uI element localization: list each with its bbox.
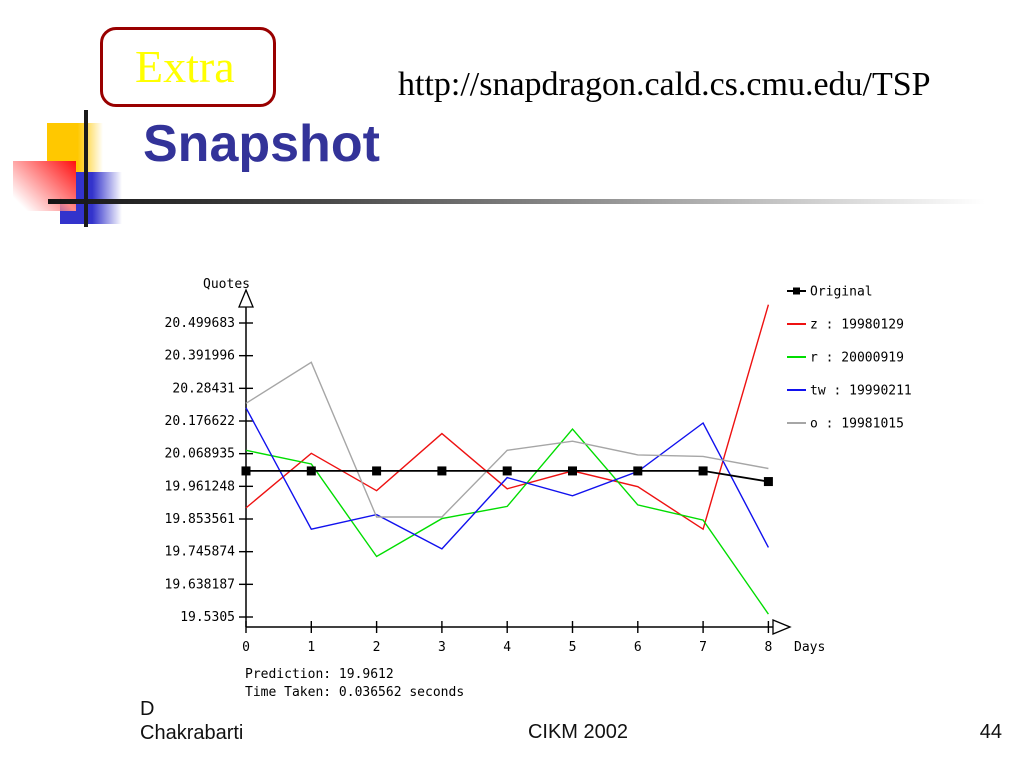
footer-conference: CIKM 2002 (527, 721, 629, 743)
y-axis-arrow (238, 288, 254, 308)
series-marker-original (306, 466, 316, 476)
series-line-r (245, 428, 769, 615)
legend-marker-original (793, 287, 800, 295)
legend-label-z: z : 19980129 (810, 318, 904, 333)
y-tick-label: 20.391996 (165, 349, 235, 364)
chart-annotation-1: Prediction: 19.9612 (245, 667, 394, 682)
x-tick-label: 7 (699, 640, 707, 655)
x-axis-title: Days (794, 640, 825, 655)
legend-label-o: o : 19981015 (810, 417, 904, 432)
series-marker-original (633, 466, 643, 476)
footer-author-line1: D (140, 698, 155, 720)
page-title: Snapshot (143, 115, 380, 173)
x-tick-label: 5 (569, 640, 577, 655)
y-tick-label: 20.176622 (165, 414, 235, 429)
series-marker-original (241, 466, 251, 476)
extra-badge-label: Extra (135, 41, 235, 92)
legend-label-tw: tw : 19990211 (810, 384, 912, 399)
x-tick-label: 1 (307, 640, 315, 655)
series-line-o (245, 361, 769, 518)
footer-author: D Chakrabarti (140, 697, 243, 745)
extra-badge: Extra (100, 27, 276, 107)
x-tick-label: 3 (438, 640, 446, 655)
series-marker-original (502, 466, 512, 476)
series-marker-original (698, 466, 708, 476)
y-tick-label: 19.853561 (165, 512, 235, 527)
footer-author-line2: Chakrabarti (140, 722, 244, 744)
x-axis-arrow (772, 619, 792, 635)
series-marker-original (372, 466, 382, 476)
footer-page-number: 44 (979, 721, 1002, 743)
series-line-tw (245, 407, 770, 550)
x-tick-label: 2 (373, 640, 381, 655)
y-tick-label: 20.499683 (165, 316, 235, 331)
series-marker-original (763, 477, 773, 487)
x-tick-label: 0 (242, 640, 250, 655)
y-tick-label: 19.5305 (180, 610, 235, 625)
snapshot-url: http://snapdragon.cald.cs.cmu.edu/TSP (398, 66, 931, 103)
y-tick-label: 19.745874 (165, 545, 236, 560)
series-line-z (245, 304, 770, 531)
x-tick-label: 4 (503, 640, 511, 655)
x-tick-label: 8 (764, 640, 772, 655)
chart-annotation-2: Time Taken: 0.036562 seconds (245, 685, 464, 700)
title-divider-line (48, 199, 985, 204)
y-tick-label: 20.068935 (165, 447, 235, 462)
series-marker-original (568, 466, 577, 476)
legend-label-r: r : 20000919 (810, 351, 904, 366)
series-marker-original (437, 466, 447, 476)
y-tick-label: 20.28431 (172, 381, 235, 396)
legend-label-original: Original (810, 285, 873, 300)
decor-vertical-line (84, 110, 88, 227)
y-axis-title: Quotes (203, 277, 250, 292)
y-tick-label: 19.961248 (165, 479, 235, 494)
y-tick-label: 19.638187 (165, 577, 235, 592)
x-tick-label: 6 (634, 640, 642, 655)
